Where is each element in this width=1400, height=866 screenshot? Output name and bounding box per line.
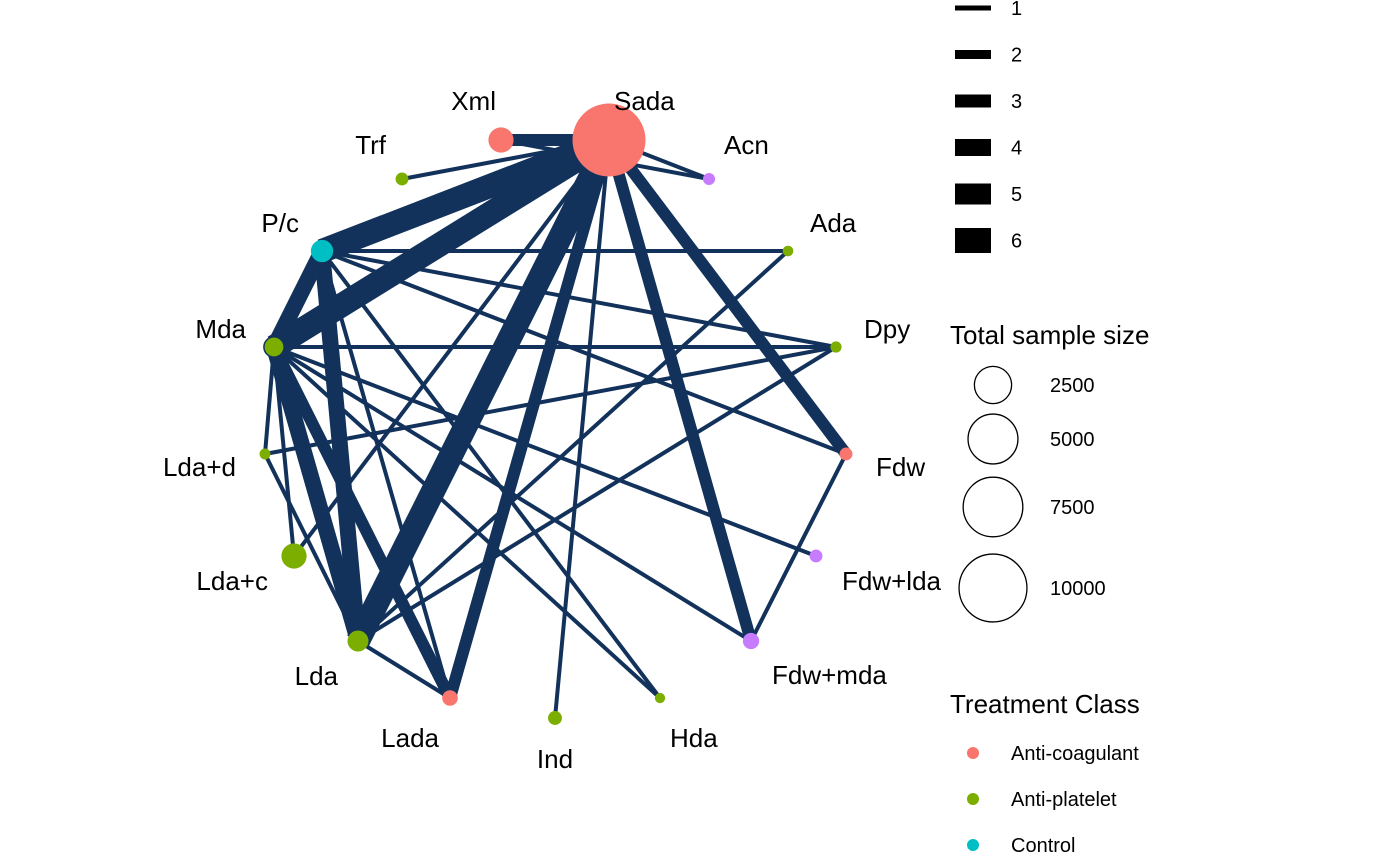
nodes-layer [259, 103, 853, 725]
edge-width-swatch-3 [955, 94, 991, 108]
sample-size-legend: Total sample size 2500 5000 7500 10000 [950, 320, 1149, 623]
edge-width-label-3: 3 [1011, 91, 1022, 113]
node-fdw [839, 447, 853, 461]
edge-sada-lda [347, 134, 620, 647]
edge-pc-hda [320, 249, 662, 700]
node-ada [782, 245, 794, 257]
edge-lda-lada [356, 639, 452, 700]
edge-width-label-6: 6 [1011, 231, 1022, 253]
edge-width-label-5: 5 [1011, 184, 1022, 206]
node-xml [488, 127, 514, 153]
edges-layer [263, 128, 851, 719]
node-mda [263, 336, 285, 358]
node-label-ada: Ada [810, 208, 857, 238]
node-label-acn: Acn [724, 130, 769, 160]
node-lada [442, 690, 458, 706]
node-label-hda: Hda [670, 723, 718, 753]
edge-mda-lda [266, 344, 366, 644]
sample-size-label-2500: 2500 [1050, 375, 1095, 397]
node-label-ldac: Lda+c [196, 566, 268, 596]
node-fdwlda [809, 549, 823, 563]
sample-size-circle-7500 [962, 476, 1024, 538]
edge-sada-lada [444, 138, 615, 700]
edge-lda-ldad [263, 453, 360, 642]
edge-width-legend: 1 2 3 4 5 6 [955, 0, 1022, 253]
node-label-pc: P/c [261, 208, 299, 238]
node-label-fdwlda: Fdw+lda [842, 566, 942, 596]
node-labels-layer: Sada Acn Ada Dpy Fdw Fdw+lda Fdw+mda Hda Ind Lada… [163, 86, 942, 774]
node-label-trf: Trf [355, 130, 387, 160]
edge-width-swatch-4 [955, 139, 991, 156]
sample-size-label-5000: 5000 [1050, 429, 1095, 451]
node-hda [654, 692, 666, 704]
treatment-class-label-0: Anti-coagulant [1011, 743, 1139, 765]
sample-size-circle-10000 [958, 553, 1028, 623]
node-ldad [259, 448, 271, 460]
edge-pc-lda [314, 250, 366, 642]
treatment-class-swatch-1 [967, 793, 979, 805]
node-acn [702, 172, 716, 186]
node-label-ldad: Lda+d [163, 452, 236, 482]
sample-size-label-7500: 7500 [1050, 497, 1095, 519]
edge-fdw-fdwmda [749, 453, 848, 642]
edge-mda-hda [272, 345, 662, 700]
sample-size-label-10000: 10000 [1050, 578, 1106, 600]
node-label-lada: Lada [381, 723, 439, 753]
edge-width-label-1: 1 [1011, 0, 1022, 20]
treatment-class-legend: Treatment Class Anti-coagulant Anti-plate… [950, 689, 1140, 857]
treatment-class-swatch-2 [967, 839, 979, 851]
treatment-class-label-2: Control [1011, 835, 1075, 857]
edge-lda-dpy [356, 345, 838, 643]
sample-size-circle-2500 [973, 365, 1013, 405]
node-label-dpy: Dpy [864, 314, 910, 344]
node-lda [347, 630, 369, 652]
edge-mda-fdwmda [272, 345, 753, 643]
node-trf [395, 172, 409, 186]
edge-pc-dpy [321, 249, 837, 349]
node-label-lda: Lda [295, 661, 339, 691]
node-label-mda: Mda [195, 314, 246, 344]
node-label-xml: Xml [451, 86, 496, 116]
treatment-class-legend-title: Treatment Class [950, 689, 1140, 719]
edge-pc-mda [266, 247, 330, 351]
node-label-fdw: Fdw [876, 452, 925, 482]
edge-width-swatch-5 [955, 183, 991, 205]
node-pc [310, 239, 334, 263]
edge-width-swatch-1 [955, 5, 991, 11]
edge-mda-ldad [263, 346, 276, 455]
node-dpy [830, 341, 842, 353]
edge-pc-lada [320, 250, 452, 699]
edge-width-swatch-2 [955, 50, 991, 59]
node-sada [572, 103, 646, 177]
edge-sada-ind [553, 139, 611, 719]
treatment-class-label-1: Anti-platelet [1011, 789, 1117, 811]
node-label-ind: Ind [537, 744, 573, 774]
node-label-sada: Sada [614, 86, 675, 116]
sample-size-legend-title: Total sample size [950, 320, 1149, 350]
node-ldac [281, 543, 307, 569]
edge-ldad-dpy [264, 345, 837, 456]
edge-sada-fdw [604, 136, 851, 458]
node-fdwmda [742, 632, 760, 650]
edge-mda-lada [268, 344, 456, 701]
edge-pc-fdw [321, 249, 847, 456]
edge-width-label-4: 4 [1011, 138, 1022, 160]
edge-lda-ada [356, 249, 790, 643]
sample-size-circle-5000 [967, 413, 1019, 465]
node-ind [548, 711, 562, 725]
node-label-fdwmda: Fdw+mda [772, 660, 887, 690]
edge-width-label-2: 2 [1011, 45, 1022, 67]
edge-mda-fdwlda [273, 345, 817, 558]
edge-width-swatch-6 [955, 228, 991, 253]
treatment-class-swatch-0 [967, 747, 979, 759]
